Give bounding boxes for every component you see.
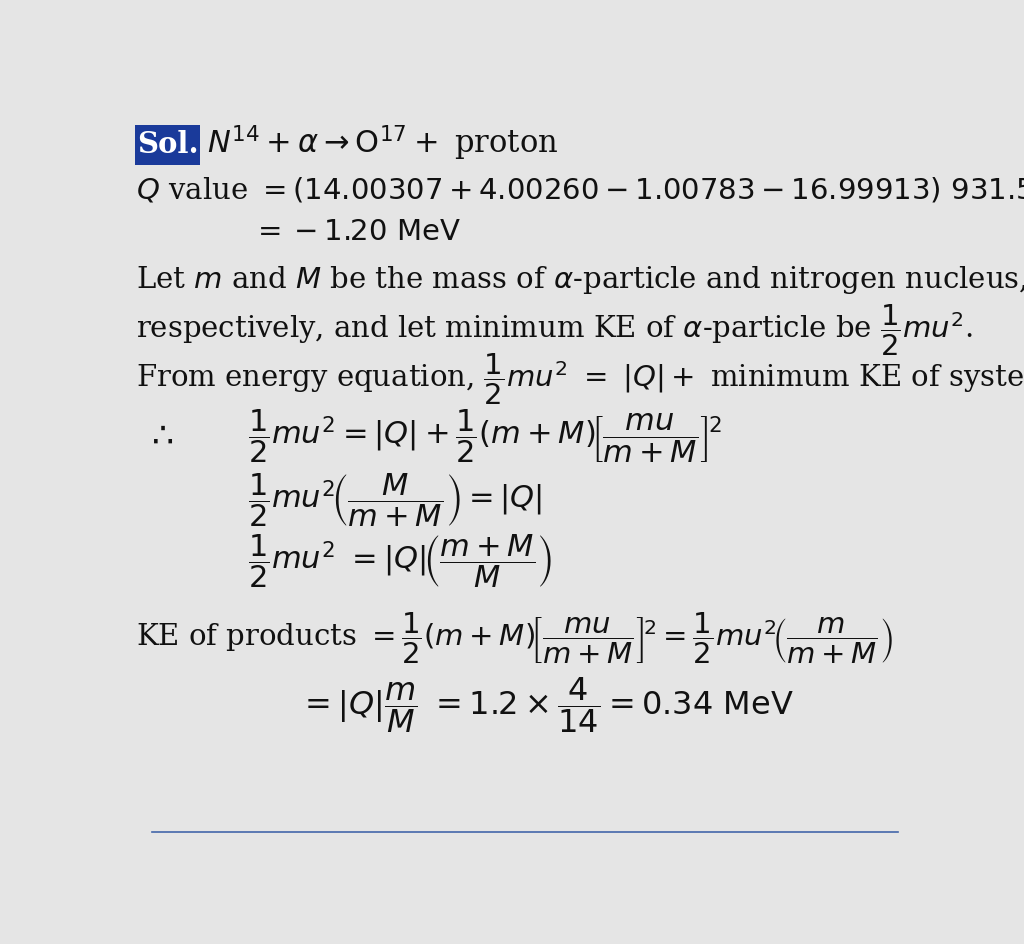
- Text: respectively, and let minimum KE of $\alpha$-particle be $\dfrac{1}{2}mu^2$.: respectively, and let minimum KE of $\al…: [136, 303, 973, 358]
- Text: $= -1.20\ \mathrm{MeV}$: $= -1.20\ \mathrm{MeV}$: [252, 218, 461, 245]
- Text: $N^{14} + \alpha \rightarrow \mathrm{O}^{17} + $ proton: $N^{14} + \alpha \rightarrow \mathrm{O}^…: [207, 124, 558, 163]
- Text: $Q$ value $= (14.00307 + 4.00260 - 1.00783 - 16.99913)\ 931.5$: $Q$ value $= (14.00307 + 4.00260 - 1.007…: [136, 175, 1024, 204]
- Text: KE of products $= \dfrac{1}{2}(m + M)\!\left[\dfrac{mu}{m+M}\right]^{\!2} = \dfr: KE of products $= \dfrac{1}{2}(m + M)\!\…: [136, 611, 893, 666]
- Text: $\therefore$: $\therefore$: [145, 419, 174, 453]
- Text: $= |Q|\dfrac{m}{M}\ = 1.2 \times \dfrac{4}{14} = 0.34\ \mathrm{MeV}$: $= |Q|\dfrac{m}{M}\ = 1.2 \times \dfrac{…: [299, 675, 795, 735]
- Text: From energy equation, $\dfrac{1}{2}mu^2\ =\ |Q| +$ minimum KE of system: From energy equation, $\dfrac{1}{2}mu^2\…: [136, 352, 1024, 407]
- Text: Let $m$ and $M$ be the mass of $\alpha$-particle and nitrogen nucleus,: Let $m$ and $M$ be the mass of $\alpha$-…: [136, 263, 1024, 295]
- Text: $\dfrac{1}{2}mu^{2}\!\left(\dfrac{M}{m+M}\right) = |Q|$: $\dfrac{1}{2}mu^{2}\!\left(\dfrac{M}{m+M…: [248, 471, 543, 529]
- Text: $\dfrac{1}{2}mu^{2}\ = |Q|\!\left(\dfrac{m+M}{M}\right)$: $\dfrac{1}{2}mu^{2}\ = |Q|\!\left(\dfrac…: [248, 532, 553, 590]
- Text: $\dfrac{1}{2}mu^{2} =|Q|+\dfrac{1}{2}(m + M)\!\left[\dfrac{mu}{m+M}\right]^{\!2}: $\dfrac{1}{2}mu^{2} =|Q|+\dfrac{1}{2}(m …: [248, 407, 722, 464]
- Text: Sol.: Sol.: [137, 130, 199, 160]
- FancyBboxPatch shape: [135, 125, 200, 165]
